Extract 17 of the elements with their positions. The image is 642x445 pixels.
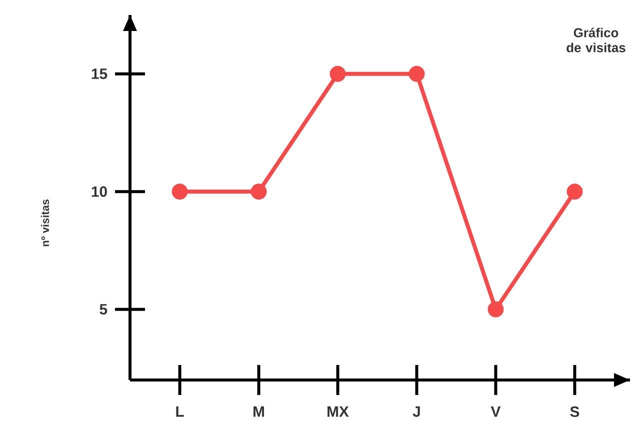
y-tick-label: 15 [92,68,108,80]
point [566,184,583,200]
point [250,184,267,200]
x-tick-label: MX [328,406,349,417]
x-tick-label: M [254,406,264,417]
x-tick-label: L [176,406,184,417]
point [488,301,504,318]
y-axis-title: nº visitas [40,200,50,246]
point [408,66,425,82]
y-tick-label: 10 [92,186,107,197]
point [172,184,188,200]
x-tick-label: S [570,406,580,417]
text: Gráfico de visitas [566,28,626,52]
y-tick-label: 5 [100,304,108,315]
point [330,66,346,82]
x-tick-label: J [412,406,420,417]
x-tick-label: V [490,406,501,417]
